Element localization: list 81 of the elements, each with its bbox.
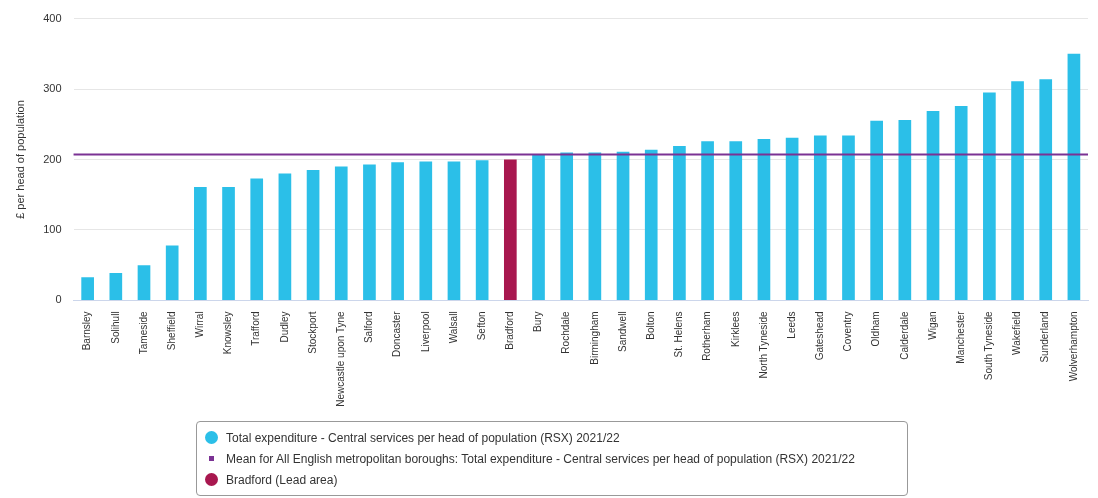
x-tick-label: Calderdale [898,310,910,360]
bar [588,152,602,300]
bar [278,173,292,300]
bar [813,135,827,300]
bar [785,137,799,300]
x-tick-label: Liverpool [419,311,431,352]
x-tick-label: Solihull [109,311,121,344]
x-tick-label: Bolton [644,311,656,340]
x-tick-label: Wolverhampton [1067,311,1079,382]
x-tick-label: Rochdale [560,310,572,354]
x-tick-label: Sunderland [1039,311,1051,363]
bar [194,186,207,300]
x-tick-label: Kirklees [729,311,741,347]
x-tick-label: Manchester [954,310,966,364]
bar [447,161,461,300]
x-tick-label: Sefton [475,311,487,341]
x-tick-label: Birmingham [588,311,600,365]
bar [983,92,996,300]
x-tick-label: Tameside [137,310,149,355]
legend-label: Bradford (Lead area) [226,472,338,487]
x-tick-label: Oldham [870,311,882,347]
x-tick-label: St. Helens [673,311,685,358]
bar [222,186,235,300]
bar [644,149,658,300]
bar [757,139,771,300]
bar [701,141,714,300]
x-tick-label: Trafford [250,311,262,346]
x-tick-label: Wigan [926,311,938,340]
y-tick-label: 200 [43,152,62,165]
bar [673,146,686,300]
bar [870,120,883,300]
x-tick-label: Dudley [278,311,290,343]
y-tick-label: 100 [43,222,62,235]
y-tick-label: 300 [43,82,62,95]
x-tick-label: Barnsley [81,311,93,351]
y-tick-label: 400 [43,11,62,24]
x-tick-label: Knowsley [222,311,234,355]
bar [475,160,489,300]
bar [954,105,968,300]
bar [250,178,264,300]
bar [532,154,545,300]
bar [137,265,151,300]
x-tick-label: Newcastle upon Tyne [335,310,346,407]
x-tick-label: Rotherham [701,311,713,361]
x-tick-label: Stockport [306,311,318,354]
y-tick-label: 0 [55,293,62,306]
bar [1039,79,1053,300]
bar [729,141,743,300]
x-tick-label: South Tyneside [983,310,995,381]
bar [616,151,630,300]
bar [898,120,912,300]
bar [363,164,376,300]
x-tick-label: Bury [532,311,544,332]
bar [419,161,433,300]
bar [334,166,348,300]
x-tick-label: Salford [363,311,375,344]
x-tick-label: Walsall [447,311,459,344]
legend-label: Total expenditure - Central services per head of population (RSX) 2021/22 [226,430,620,445]
bar [842,135,855,300]
bar [81,277,94,300]
x-tick-label: Wakefield [1011,311,1023,355]
bar [306,170,320,300]
x-tick-label: Bradford [504,311,516,350]
x-tick-label: Leeds [785,311,797,339]
y-axis-title: £ per head of population [13,100,26,219]
x-tick-label: Coventry [842,311,854,352]
bar [165,245,179,300]
bar [391,162,404,300]
bar [1011,81,1024,300]
legend-label: Mean for All English metropolitan boroughs: Total expenditure - Central services per head of population (RSX) 2021/22 [226,451,855,466]
x-tick-label: Wirral [194,311,206,338]
x-tick-label: Sandwell [616,311,628,352]
x-tick-label: Gateshead [814,311,826,361]
bar [503,159,517,300]
bar [926,110,940,300]
x-tick-label: Doncaster [391,310,403,357]
bar [1067,53,1081,300]
bar [109,272,123,300]
bar [560,152,574,300]
x-tick-label: North Tyneside [757,310,769,379]
x-tick-label: Sheffield [165,311,177,351]
